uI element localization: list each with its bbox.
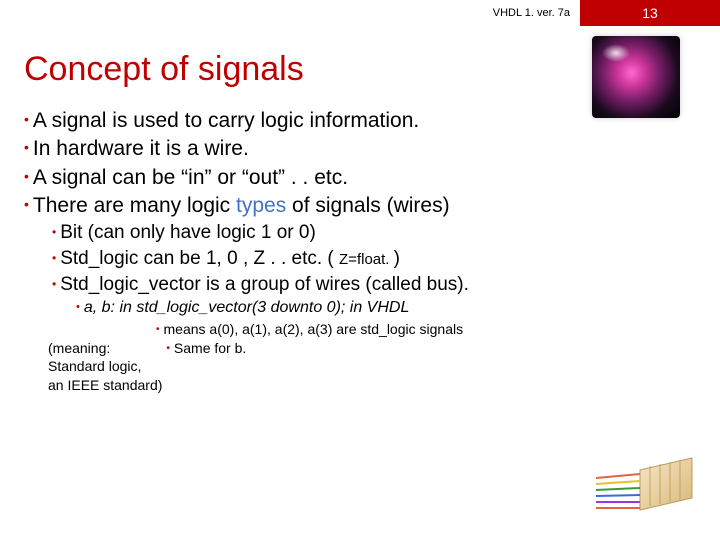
small-text: Z=float. — [339, 251, 394, 268]
bullet-dot-icon: • — [24, 111, 29, 127]
bullet-text: ) — [394, 248, 400, 269]
bullet-dot-icon: • — [24, 139, 29, 155]
bullet-dot-icon: • — [24, 196, 29, 212]
bullet-level2: • Std_logic can be 1, 0 , Z . . etc. ( Z=… — [52, 246, 696, 272]
content-area: •A signal is used to carry logic informa… — [0, 107, 720, 394]
page-number-badge: 13 — [580, 0, 720, 26]
bullet-text: of signals (wires) — [286, 194, 449, 217]
bullet-level4: • means a(0), a(1), a(2), a(3) are std_lo… — [156, 320, 463, 340]
bullet-text: Bit (can only have logic 1 or 0) — [60, 222, 316, 243]
bullet-text: a, b: in std_logic_vector(3 downto 0); i… — [84, 299, 410, 316]
footnote-line: (meaning: — [48, 339, 162, 357]
bullet-level1: •There are many logic types of signals (… — [24, 192, 696, 220]
footnote-line: Standard logic, — [48, 357, 162, 375]
slide-header: VHDL 1. ver. 7a 13 — [0, 0, 720, 26]
footnote-line: an IEEE standard) — [48, 376, 162, 394]
bullet-dot-icon: • — [52, 277, 56, 291]
bullet-dot-icon: • — [166, 343, 170, 354]
decorative-image-top-coil — [592, 36, 680, 118]
bullet-text: Std_logic_vector is a group of wires (ca… — [60, 274, 469, 295]
bullet-dot-icon: • — [52, 251, 56, 265]
bullet-level4: • Same for b. — [166, 339, 246, 359]
bullet-text: A signal is used to carry logic informat… — [33, 109, 419, 132]
bullet-dot-icon: • — [24, 168, 29, 184]
bullet-text: Same for b. — [174, 340, 246, 356]
bullet-level2: • Bit (can only have logic 1 or 0) — [52, 220, 696, 246]
bullet-level3: • a, b: in std_logic_vector(3 downto 0); … — [76, 297, 696, 319]
bullet-level2: • Std_logic_vector is a group of wires (c… — [52, 272, 696, 298]
bullet-text: Std_logic can be 1, 0 , Z . . etc. ( — [60, 248, 339, 269]
bullet-text: A signal can be “in” or “out” . . etc. — [33, 166, 348, 189]
decorative-image-connector — [594, 448, 694, 526]
bullet-dot-icon: • — [52, 225, 56, 239]
bullet-level1: •A signal can be “in” or “out” . . etc. — [24, 164, 696, 192]
bullet-dot-icon: • — [76, 301, 80, 313]
bullet-level4-row: • means a(0), a(1), a(2), a(3) are std_lo… — [24, 320, 696, 340]
bullet-text: means a(0), a(1), a(2), a(3) are std_log… — [164, 321, 464, 337]
bullet-text: In hardware it is a wire. — [33, 137, 249, 160]
header-left-text: VHDL 1. ver. 7a — [0, 7, 580, 19]
bullet-dot-icon: • — [156, 324, 160, 335]
bullet-level1: •In hardware it is a wire. — [24, 135, 696, 163]
accent-text: types — [236, 194, 286, 217]
bullet-text: There are many logic — [33, 194, 236, 217]
